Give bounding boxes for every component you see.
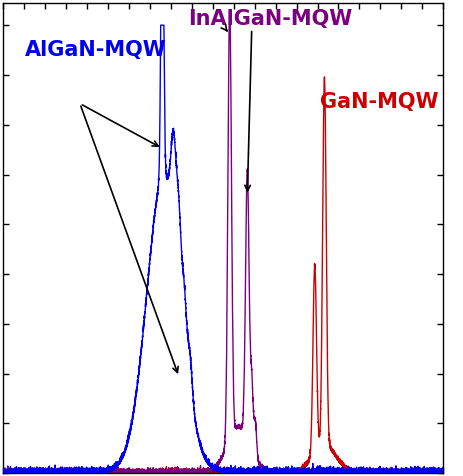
- Text: InAlGaN-MQW: InAlGaN-MQW: [188, 9, 351, 29]
- Text: AlGaN-MQW: AlGaN-MQW: [25, 40, 166, 60]
- Text: GaN-MQW: GaN-MQW: [319, 91, 438, 111]
